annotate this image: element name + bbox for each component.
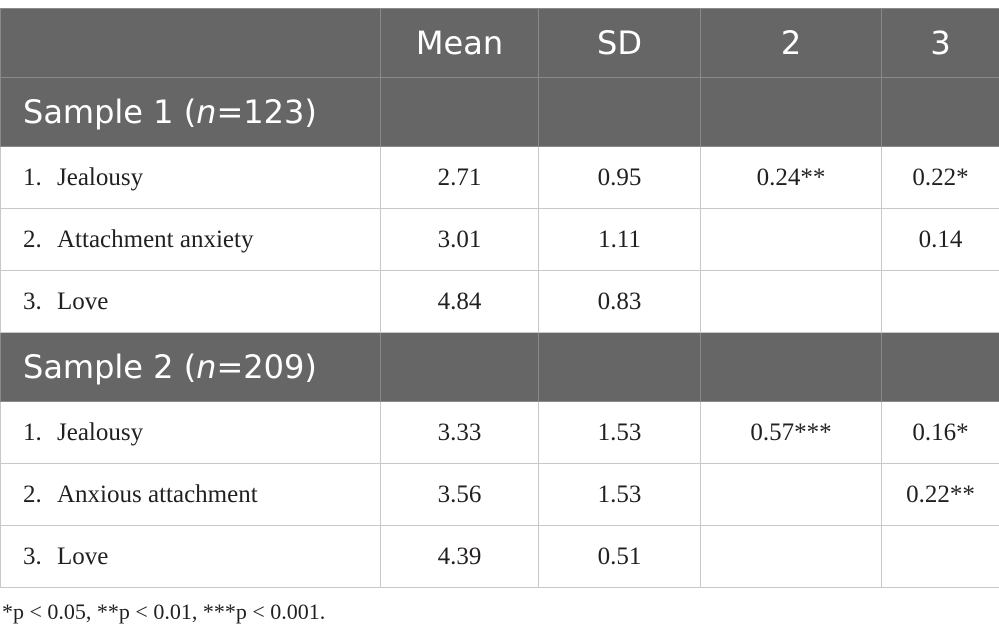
header-sd: SD [538, 8, 701, 78]
corr-2-cell: 0.24** [700, 146, 882, 209]
section-row-sample-1: Sample 1 (n=123) [0, 77, 999, 147]
table-row: 2. Anxious attachment 3.56 1.53 0.22** [0, 463, 999, 526]
sd-cell: 1.11 [538, 208, 701, 271]
header-variable [0, 8, 381, 78]
table-footnote: *p < 0.05, **p < 0.01, ***p < 0.001. [2, 599, 326, 624]
variable-cell: 2. Anxious attachment [0, 463, 381, 526]
header-mean: Mean [380, 8, 539, 78]
section-label: Sample 1 (n=123) [0, 77, 381, 147]
mean-cell: 2.71 [380, 146, 539, 209]
mean-cell: 3.56 [380, 463, 539, 526]
mean-cell: 3.33 [380, 401, 539, 464]
sd-cell: 0.95 [538, 146, 701, 209]
sd-cell: 1.53 [538, 401, 701, 464]
variable-cell: 1. Jealousy [0, 401, 381, 464]
corr-3-cell: 0.16* [881, 401, 999, 464]
correlation-table: Mean SD 2 3 Sample 1 (n=123) 1. Jealousy … [0, 8, 999, 588]
mean-cell: 4.39 [380, 525, 539, 588]
table-row: 1. Jealousy 3.33 1.53 0.57*** 0.16* [0, 401, 999, 464]
table-row: 2. Attachment anxiety 3.01 1.11 0.14 [0, 208, 999, 271]
section-label: Sample 2 (n=209) [0, 332, 381, 402]
mean-cell: 4.84 [380, 270, 539, 333]
corr-3-cell [881, 525, 999, 588]
header-col-3: 3 [881, 8, 999, 78]
variable-cell: 3. Love [0, 525, 381, 588]
sd-cell: 1.53 [538, 463, 701, 526]
variable-cell: 3. Love [0, 270, 381, 333]
corr-3-cell: 0.22* [881, 146, 999, 209]
sd-cell: 0.51 [538, 525, 701, 588]
mean-cell: 3.01 [380, 208, 539, 271]
table-row: 1. Jealousy 2.71 0.95 0.24** 0.22* [0, 146, 999, 209]
corr-3-cell: 0.22** [881, 463, 999, 526]
corr-2-cell [700, 208, 882, 271]
corr-2-cell [700, 525, 882, 588]
corr-2-cell: 0.57*** [700, 401, 882, 464]
header-col-2: 2 [700, 8, 882, 78]
section-row-sample-2: Sample 2 (n=209) [0, 332, 999, 402]
variable-cell: 2. Attachment anxiety [0, 208, 381, 271]
sd-cell: 0.83 [538, 270, 701, 333]
corr-2-cell [700, 270, 882, 333]
header-row: Mean SD 2 3 [0, 8, 999, 78]
table-row: 3. Love 4.84 0.83 [0, 270, 999, 333]
corr-2-cell [700, 463, 882, 526]
table-row: 3. Love 4.39 0.51 [0, 525, 999, 588]
corr-3-cell [881, 270, 999, 333]
variable-cell: 1. Jealousy [0, 146, 381, 209]
corr-3-cell: 0.14 [881, 208, 999, 271]
